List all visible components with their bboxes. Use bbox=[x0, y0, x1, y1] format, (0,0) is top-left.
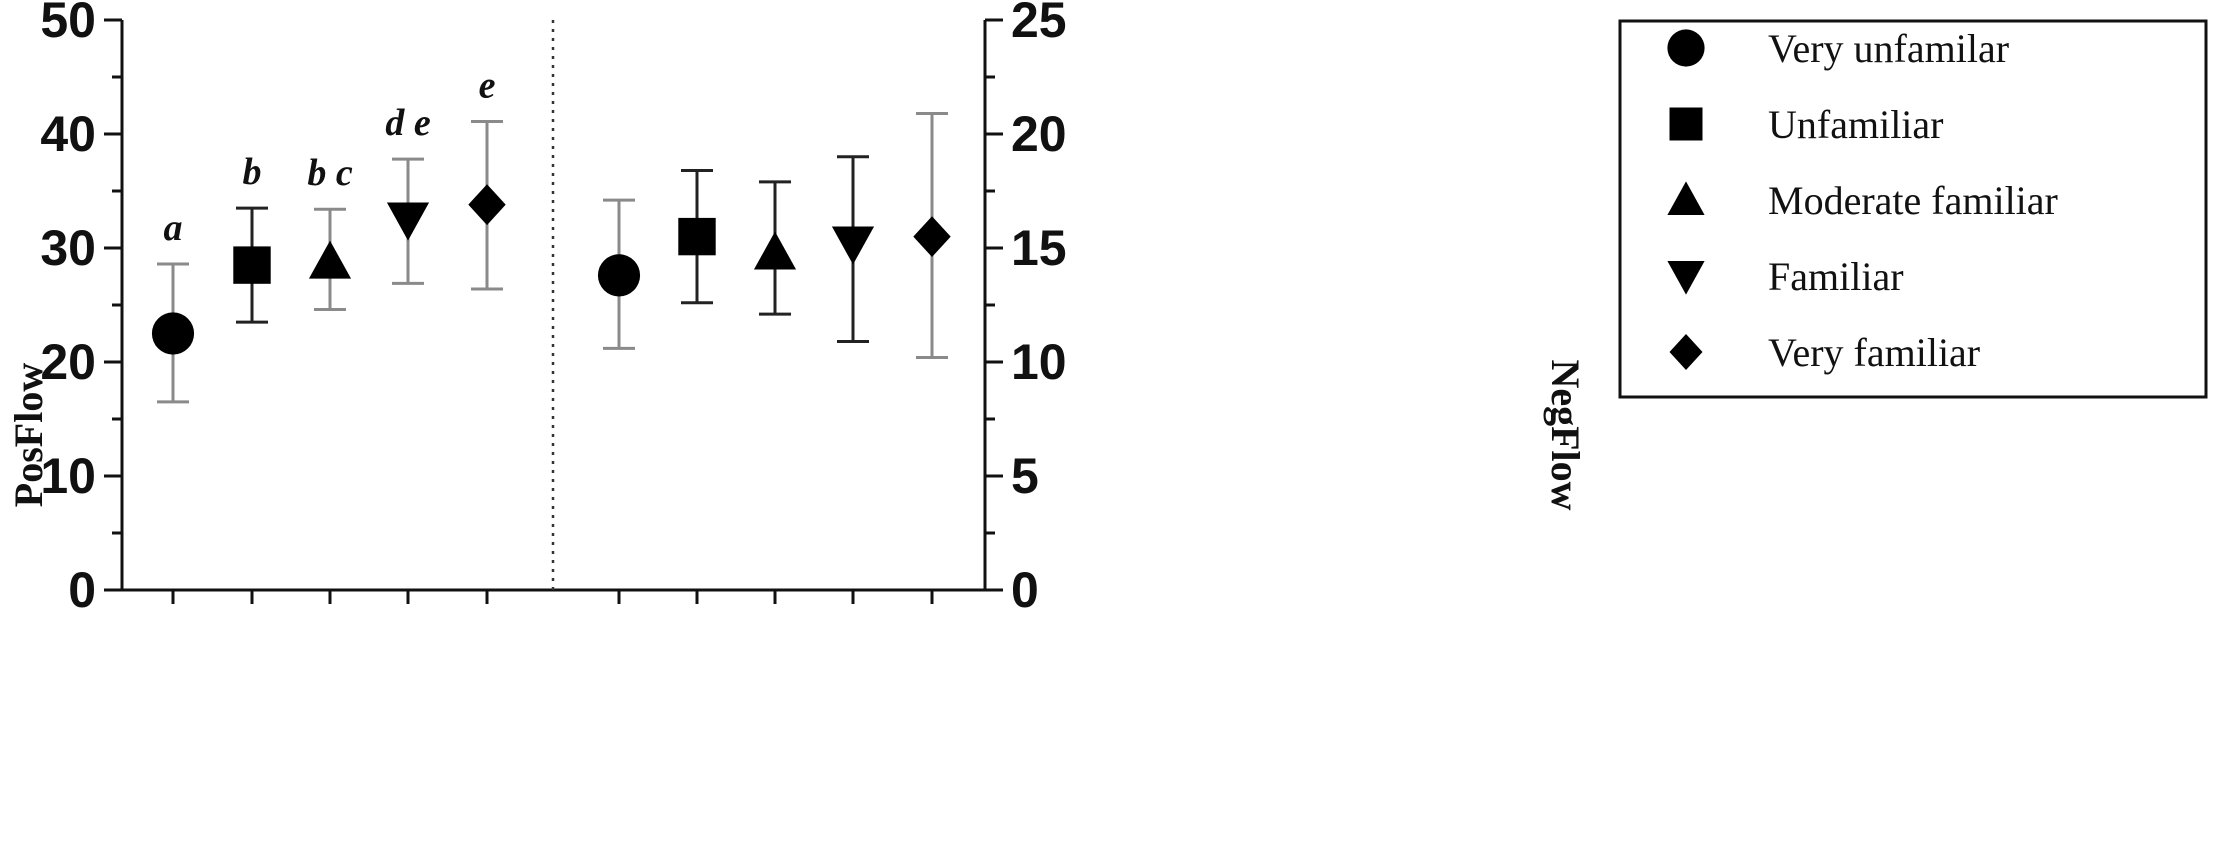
legend-marker-circle bbox=[1667, 29, 1705, 67]
right-tick-label: 0 bbox=[1011, 562, 1039, 618]
data-point-circle bbox=[151, 312, 195, 355]
left-tick-label: 50 bbox=[40, 0, 96, 48]
significance-letter: a bbox=[164, 207, 183, 249]
right-tick-label: 25 bbox=[1011, 0, 1067, 48]
significance-letters: a b b c d e e bbox=[164, 64, 496, 249]
data-point-triangle-down bbox=[386, 202, 430, 241]
right-axis-title: NegFlow bbox=[1543, 359, 1588, 510]
legend-label: Familiar bbox=[1768, 254, 1904, 299]
data-point-circle bbox=[597, 254, 641, 297]
significance-letter: e bbox=[479, 64, 496, 106]
legend: Very unfamilar Unfamiliar Moderate familia… bbox=[1618, 19, 2208, 399]
right-tick-label: 10 bbox=[1011, 334, 1067, 390]
data-point-triangle-up bbox=[308, 240, 352, 279]
legend-box bbox=[1618, 19, 2208, 399]
significance-letter: b c bbox=[307, 152, 353, 194]
legend-label: Moderate familiar bbox=[1768, 178, 2058, 223]
data-point-triangle-down bbox=[831, 226, 875, 265]
markers bbox=[151, 184, 951, 355]
legend-label: Unfamiliar bbox=[1768, 102, 1944, 147]
right-tick-label: 20 bbox=[1011, 106, 1067, 162]
data-point-square bbox=[678, 217, 716, 256]
left-tick-label: 30 bbox=[40, 220, 96, 276]
left-tick-label: 0 bbox=[68, 562, 96, 618]
legend-marker-triangle-up bbox=[1667, 181, 1705, 215]
right-tick-label: 5 bbox=[1011, 448, 1039, 504]
significance-letter: d e bbox=[385, 102, 431, 144]
left-tick-label: 20 bbox=[40, 334, 96, 390]
axes: 0 10 20 30 40 50 0 5 10 15 20 25 bbox=[40, 0, 1066, 618]
data-point-diamond bbox=[468, 184, 506, 226]
legend-marker-square bbox=[1669, 107, 1703, 141]
right-tick-label: 15 bbox=[1011, 220, 1067, 276]
left-axis-title: PosFlow bbox=[6, 363, 51, 508]
legend-label: Very unfamilar bbox=[1768, 26, 2009, 71]
legend-marker-diamond bbox=[1669, 334, 1703, 370]
data-point-triangle-up bbox=[753, 231, 797, 270]
legend-marker-triangle-down bbox=[1667, 261, 1705, 295]
data-point-square bbox=[233, 246, 271, 284]
legend-label: Very familiar bbox=[1768, 330, 1980, 375]
left-tick-label: 10 bbox=[40, 448, 96, 504]
left-tick-label: 40 bbox=[40, 106, 96, 162]
data-point-diamond bbox=[913, 216, 951, 257]
significance-letter: b bbox=[243, 151, 262, 193]
